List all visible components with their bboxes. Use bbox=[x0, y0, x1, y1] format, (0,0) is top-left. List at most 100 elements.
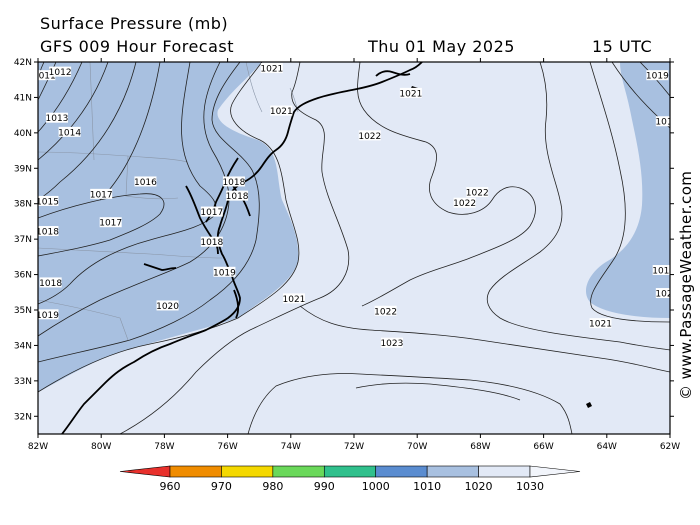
lat-tick-label: 39N bbox=[14, 164, 32, 174]
isobar-label-bg bbox=[58, 126, 81, 137]
isobar-label-text: 1015 bbox=[36, 197, 59, 207]
isobar-label: 1018 bbox=[222, 176, 246, 188]
isobar-label-text: 1021 bbox=[589, 320, 612, 330]
isobar-label-bg bbox=[38, 195, 59, 206]
isobar-label-bg bbox=[39, 277, 62, 288]
map-title: Surface Pressure (mb) bbox=[40, 14, 229, 33]
forecast-label: GFS 009 Hour Forecast bbox=[40, 37, 235, 56]
isobar-label-bg bbox=[200, 206, 223, 217]
isobar-label-text: 1018 bbox=[36, 228, 59, 238]
isobar-label-text: 1022 bbox=[358, 132, 381, 142]
isobar-label-bg bbox=[399, 87, 422, 98]
isobar-label-bg bbox=[38, 70, 56, 81]
isobar-label: 1011 bbox=[38, 70, 56, 82]
lon-tick-label: 62W bbox=[660, 442, 680, 452]
lat-tick-label: 42N bbox=[14, 58, 32, 68]
lat-tick-label: 36N bbox=[14, 271, 32, 281]
isobar-label-text: 1019 bbox=[652, 267, 675, 277]
lat-tick-label: 35N bbox=[14, 306, 32, 316]
isobar-label-text: 1021 bbox=[260, 65, 283, 75]
lat-tick-label: 38N bbox=[14, 200, 32, 210]
colorbar-label: 1010 bbox=[413, 480, 441, 493]
isobar-label: 1022 bbox=[453, 197, 476, 209]
isobar-label-bg bbox=[156, 300, 179, 311]
colorbar-segment bbox=[323, 465, 377, 478]
bermuda bbox=[586, 402, 592, 408]
isobar-label-bg bbox=[200, 236, 223, 247]
lat-tick-label: 32N bbox=[14, 412, 32, 422]
isobar-label-bg bbox=[99, 217, 122, 228]
isobar-label: 1023 bbox=[380, 337, 403, 349]
isobar-label-bg bbox=[380, 337, 403, 348]
isobar-label-text: 1021 bbox=[270, 107, 293, 117]
lat-tick-label: 33N bbox=[14, 377, 32, 387]
isobar-label: 1022 bbox=[374, 305, 397, 317]
isobar-label-bg bbox=[38, 309, 59, 320]
isobar-label: 1019 bbox=[646, 70, 669, 82]
lon-tick-label: 80W bbox=[91, 442, 111, 452]
isobar-label: 1020 bbox=[156, 300, 179, 312]
lon-tick-label: 68W bbox=[470, 442, 490, 452]
colorbar-label: 990 bbox=[314, 480, 335, 493]
isobar-label: 1022 bbox=[466, 187, 489, 199]
isobar-label-bg bbox=[49, 66, 72, 77]
lon-tick-label: 76W bbox=[217, 442, 237, 452]
isobar-label-bg bbox=[260, 63, 283, 74]
isobar-label: 1019 bbox=[36, 309, 59, 321]
colorbar-label: 960 bbox=[160, 480, 181, 493]
isobar-label-text: 1018 bbox=[226, 192, 249, 202]
isobar-label-text: 1022 bbox=[374, 307, 397, 317]
isobar-label: 1016 bbox=[134, 176, 157, 188]
low-pressure-area-east bbox=[585, 62, 670, 318]
forecast-time: 15 UTC bbox=[592, 37, 653, 56]
isobar-label-bg bbox=[45, 112, 68, 123]
colorbar-label: 970 bbox=[211, 480, 232, 493]
isobar-label: 1019 bbox=[652, 265, 675, 277]
isobar-label-text: 1017 bbox=[99, 219, 122, 229]
isobar-label-text: 1021 bbox=[283, 295, 306, 305]
lat-tick-label: 37N bbox=[14, 235, 32, 245]
longitude-ticks: 82W 80W 78W 76W 74W 72W 70W 68W 66W 64W 62W bbox=[28, 58, 680, 452]
isobar-label: 1017 bbox=[90, 188, 113, 200]
isobar-label-bg bbox=[453, 197, 476, 208]
lon-tick-label: 66W bbox=[533, 442, 553, 452]
isobar-label-text: 1023 bbox=[380, 339, 403, 349]
isobar-label-bg bbox=[466, 187, 489, 198]
isobar-label-bg bbox=[38, 226, 59, 237]
isobar-label: 1012 bbox=[49, 66, 72, 78]
lat-tick-label: 41N bbox=[14, 93, 32, 103]
isobar-label-text: 1017 bbox=[90, 190, 113, 200]
colorbar-segment bbox=[375, 465, 428, 478]
isobar-label-bg bbox=[226, 190, 249, 201]
isobar-label: 1015 bbox=[36, 195, 59, 207]
low-pressure-area-west bbox=[38, 62, 299, 392]
isobar-label-text: 1014 bbox=[58, 128, 81, 138]
isobar-label-bg bbox=[134, 176, 157, 187]
isobar-label-text: 1016 bbox=[134, 178, 157, 188]
lon-tick-label: 72W bbox=[344, 442, 364, 452]
isobar-label: 1018 bbox=[226, 190, 249, 202]
isobar-label-bg bbox=[374, 305, 397, 316]
isobar-label-text: 1022 bbox=[466, 189, 489, 199]
isobar-label-bg bbox=[270, 105, 293, 116]
isobar-label: 1022 bbox=[358, 130, 381, 142]
isobar-label: 1019 bbox=[213, 266, 236, 278]
isobar-label-bg bbox=[589, 318, 612, 329]
isobar-label-text: 1020 bbox=[655, 290, 678, 300]
colorbar-label: 1020 bbox=[465, 480, 493, 493]
isobar-label: 1021 bbox=[399, 87, 422, 99]
contour-labels: 1021102110211022102210221013101410161017… bbox=[36, 63, 678, 349]
isobar-label-bg bbox=[646, 70, 669, 81]
colorbar-label: 1030 bbox=[516, 480, 544, 493]
isobar-label: 1021 bbox=[270, 105, 293, 117]
colorbar-segment bbox=[119, 465, 171, 478]
isobar-label-text: 1019 bbox=[36, 311, 59, 321]
isobar-label: 1019 bbox=[655, 116, 670, 128]
pressure-colorbar: 960 970 980 990 1000 1010 1020 1030 bbox=[119, 465, 581, 493]
state-borders bbox=[38, 62, 299, 341]
latitude-ticks: 32N 33N 34N 35N 36N 37N 38N 39N 40N 41N 42N bbox=[14, 58, 674, 422]
lat-tick-label: 40N bbox=[14, 129, 32, 139]
isobar-label-bg bbox=[282, 293, 305, 304]
isobar-label: 1021 bbox=[589, 318, 612, 330]
